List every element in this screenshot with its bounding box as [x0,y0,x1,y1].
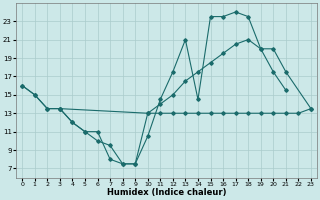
X-axis label: Humidex (Indice chaleur): Humidex (Indice chaleur) [107,188,226,197]
